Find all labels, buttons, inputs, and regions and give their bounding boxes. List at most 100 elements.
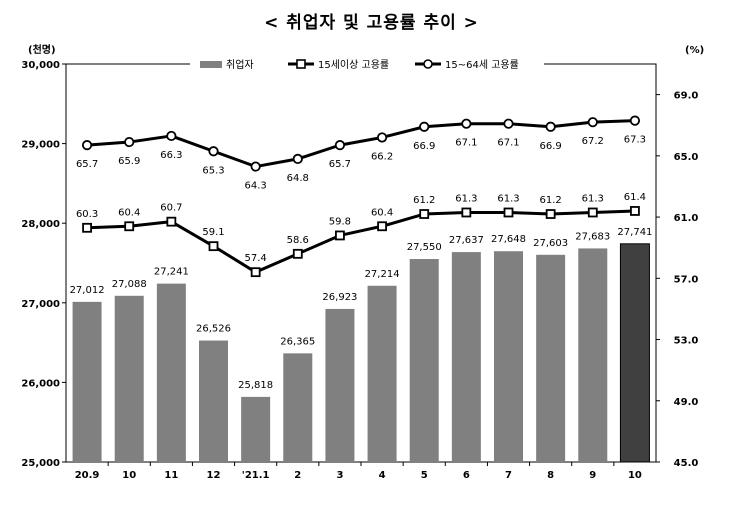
- series-15-64-value-label: 65.7: [329, 159, 351, 170]
- right-tick-label: 65.0: [674, 152, 699, 163]
- series-15-64-value-label: 67.1: [455, 138, 477, 149]
- series-15-64-value-label: 64.3: [245, 181, 267, 192]
- bar-value-label: 26,923: [322, 292, 357, 303]
- series-15plus-marker: [587, 207, 598, 218]
- bar: [494, 251, 523, 462]
- bar-value-label: 27,741: [617, 227, 652, 238]
- series-15plus-value-label: 61.2: [540, 195, 562, 206]
- bar: [72, 301, 102, 462]
- legend-bar-swatch: [200, 61, 222, 68]
- series-15plus-marker: [208, 241, 219, 252]
- x-tick-label: 12: [207, 470, 221, 481]
- bar: [199, 340, 228, 462]
- bar: [619, 243, 650, 463]
- bar: [536, 254, 566, 462]
- series-15plus-marker: [166, 216, 177, 227]
- legend-bar-label: 취업자: [226, 58, 254, 71]
- series-15-64-marker: [250, 161, 261, 172]
- legend-15-64-label: 15~64세 고용률: [445, 59, 519, 71]
- series-15-64-marker: [419, 121, 430, 132]
- series-15plus-value-label: 61.4: [624, 192, 646, 203]
- series-15-64-marker: [503, 118, 514, 129]
- series-15-64-marker: [461, 118, 472, 129]
- series-15-64-marker: [334, 140, 346, 151]
- series-15plus-marker: [250, 267, 261, 278]
- x-tick-label: 2: [294, 470, 301, 481]
- x-tick-label: 5: [421, 470, 428, 481]
- x-tick-label: 3: [336, 470, 343, 481]
- x-tick-label: 20.9: [75, 470, 100, 481]
- series-15-64-value-label: 66.9: [413, 141, 435, 152]
- series-15plus-value-label: 58.6: [287, 235, 309, 246]
- series-15plus-marker: [419, 209, 430, 219]
- bar-value-label: 27,550: [407, 242, 442, 253]
- series-15-64-value-label: 66.3: [160, 150, 182, 161]
- series-15plus-marker: [124, 221, 135, 232]
- x-tick-label: 11: [164, 470, 178, 481]
- series-15plus-marker: [503, 207, 514, 218]
- bar: [367, 285, 397, 462]
- series-15-64-marker: [124, 136, 135, 148]
- legend-15plus-marker: [296, 59, 306, 69]
- bar-value-label: 25,818: [238, 380, 273, 391]
- right-axis-unit: (%): [685, 45, 704, 56]
- series-15-64-value-label: 67.3: [624, 135, 646, 146]
- series-15-64-value-label: 65.7: [76, 159, 98, 170]
- series-15-64-marker: [376, 132, 388, 143]
- left-tick-label: 26,000: [21, 378, 60, 389]
- series-15plus-value-label: 61.3: [497, 193, 519, 204]
- x-tick-label: 4: [379, 470, 386, 481]
- left-tick-label: 30,000: [21, 60, 60, 71]
- plot-area: 25,000 26,000 27,000 28,000 29,000 30,000 45.0…: [21, 58, 698, 481]
- bar-value-label: 27,012: [70, 285, 105, 296]
- series-15-64-value-label: 67.1: [497, 138, 519, 149]
- series-15plus-value-label: 61.2: [413, 195, 435, 206]
- right-tick-label: 61.0: [674, 213, 699, 224]
- bar-value-label: 26,365: [280, 336, 315, 347]
- x-tick-label: '21.1: [242, 470, 270, 481]
- series-15plus-value-label: 61.3: [582, 193, 604, 204]
- series-15-64-marker: [587, 117, 598, 128]
- bar: [451, 252, 481, 462]
- series-15-64-marker: [629, 115, 641, 126]
- x-tick-label: 6: [463, 470, 470, 481]
- series-15plus-line: [87, 209, 635, 274]
- legend-15-64-marker: [423, 59, 433, 69]
- series-15plus-marker: [292, 248, 303, 259]
- series-15plus-marker: [545, 209, 556, 219]
- series-15-64-value-label: 65.3: [202, 165, 224, 176]
- bar-value-label: 27,214: [365, 269, 400, 280]
- bar-value-label: 27,637: [449, 235, 484, 246]
- left-tick-label: 27,000: [21, 299, 60, 310]
- bar-value-label: 27,683: [575, 231, 610, 242]
- series-15plus-value-label: 57.4: [245, 253, 267, 264]
- bar-value-label: 27,603: [533, 238, 568, 249]
- bar: [409, 259, 439, 462]
- left-axis-unit: (천명): [28, 43, 56, 56]
- series-15-64-marker: [208, 146, 219, 157]
- bar: [283, 353, 313, 462]
- left-tick-label: 29,000: [21, 140, 60, 151]
- series-15plus-value-label: 60.7: [160, 203, 182, 214]
- legend-background: [190, 58, 544, 71]
- bar-value-label: 26,526: [196, 324, 231, 335]
- series-15-64-value-label: 65.9: [118, 156, 140, 167]
- bar: [114, 295, 144, 462]
- series-15-64-marker: [545, 121, 556, 132]
- series-15-64-value-label: 67.2: [582, 136, 604, 147]
- bar: [241, 396, 271, 462]
- x-tick-label: 10: [628, 470, 642, 481]
- x-tick-label: 9: [589, 470, 596, 481]
- bar-value-label: 27,241: [154, 267, 189, 278]
- right-tick-label: 49.0: [674, 397, 699, 408]
- series-15-64-marker: [292, 153, 303, 165]
- series-15-64-value-label: 66.9: [540, 141, 562, 152]
- series-15plus-value-label: 61.3: [455, 193, 477, 204]
- left-tick-label: 28,000: [21, 219, 60, 230]
- bar-value-label: 27,648: [491, 234, 526, 245]
- x-tick-label: 7: [505, 470, 512, 481]
- series-15plus-value-label: 60.3: [76, 209, 98, 220]
- series-15-64-value-label: 64.8: [287, 173, 309, 184]
- series-15plus-marker: [82, 222, 92, 233]
